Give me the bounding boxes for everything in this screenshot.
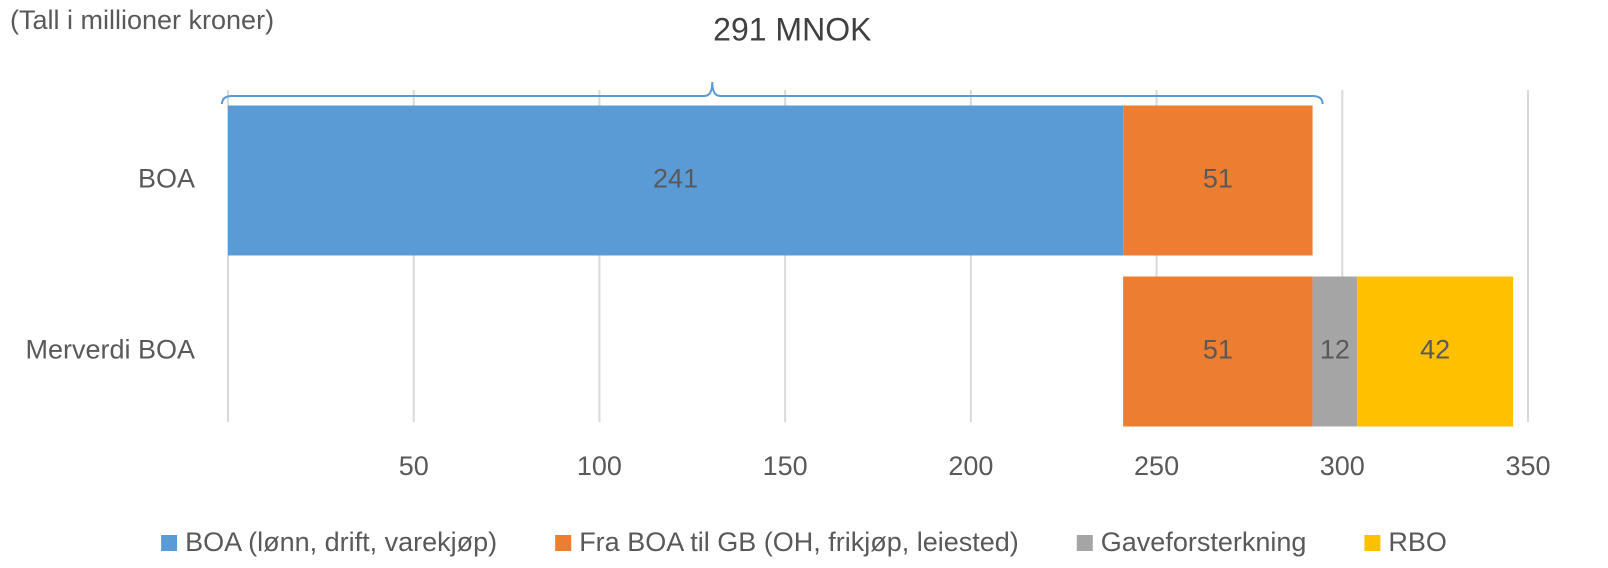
value-label: 12 [1320, 335, 1350, 365]
bar-segment [1123, 276, 1313, 427]
bar-segment [228, 105, 1124, 256]
x-tick-label: 50 [399, 451, 429, 481]
legend-label: BOA (lønn, drift, varekjøp) [185, 527, 497, 557]
x-tick-label: 100 [577, 451, 622, 481]
x-tick-label: 250 [1134, 451, 1179, 481]
x-tick-label: 350 [1505, 451, 1550, 481]
x-tick-label: 200 [948, 451, 993, 481]
x-tick-label: 150 [763, 451, 808, 481]
bar-segment [1357, 276, 1514, 427]
legend-swatch [1364, 535, 1381, 551]
legend-label: Fra BOA til GB (OH, frikjøp, leiested) [579, 527, 1019, 557]
value-label: 51 [1203, 164, 1233, 194]
value-label: 241 [653, 164, 698, 194]
bar-segment [1312, 276, 1358, 427]
value-label: 51 [1203, 335, 1233, 365]
legend-label: RBO [1388, 527, 1447, 557]
brace [221, 81, 1324, 105]
y-tick-label: BOA [138, 164, 195, 194]
legend-swatch [555, 535, 572, 551]
annotation: 291 MNOK [713, 11, 871, 47]
legend-swatch [161, 535, 178, 551]
legend-swatch [1076, 535, 1093, 551]
bar-offset [228, 277, 1123, 427]
x-tick-label: 300 [1320, 451, 1365, 481]
chart-subtitle: (Tall i millioner kroner) [10, 5, 274, 35]
value-label: 42 [1420, 335, 1450, 365]
y-tick-label: Merverdi BOA [25, 335, 195, 365]
legend-label: Gaveforsterkning [1101, 527, 1307, 557]
bar-segment [1123, 105, 1313, 256]
